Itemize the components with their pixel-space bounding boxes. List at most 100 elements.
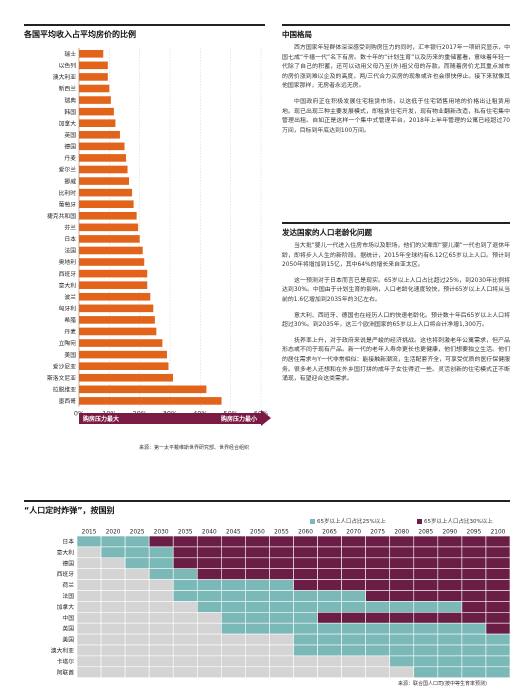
category-label: 韩国 <box>64 108 76 116</box>
timeline-cell <box>413 601 439 613</box>
timeline-cell <box>317 568 342 580</box>
bar <box>79 258 145 266</box>
timeline-cell <box>485 644 511 657</box>
year-label: 2045 <box>226 530 241 536</box>
timeline-cell <box>269 611 294 624</box>
bar <box>79 350 167 359</box>
bar-chart-source: 来源：第一太平戴维斯世界研究部、世界经合组织 <box>139 445 250 451</box>
bar <box>79 327 157 336</box>
timeline-cell <box>389 579 415 591</box>
timeline-cell <box>365 568 391 580</box>
category-label: 意大利 <box>59 281 77 289</box>
timeline-cell <box>148 568 174 580</box>
timeline-cell <box>293 644 318 657</box>
category-label: 希腊 <box>64 316 76 324</box>
timeline-cell <box>100 622 126 635</box>
article-title-rule-2 <box>282 222 510 224</box>
year-label: 2030 <box>154 530 169 536</box>
timeline-cell <box>389 622 415 635</box>
timeline-cell <box>293 655 318 668</box>
timeline-cell <box>148 666 174 678</box>
timeline-cell <box>196 633 222 646</box>
timeline-cell <box>485 535 511 548</box>
timeline-cell <box>293 546 318 559</box>
timeline-cell <box>148 633 174 646</box>
category-label: 英国 <box>64 131 76 139</box>
year-label: 2040 <box>202 530 217 536</box>
timeline-cell <box>124 568 150 580</box>
timeline-cell <box>269 568 294 580</box>
timeline-cell <box>245 644 270 657</box>
category-label: 挪威 <box>64 177 76 185</box>
timeline-cell <box>365 601 391 613</box>
timeline-cell <box>76 655 102 668</box>
timeline-cell <box>485 590 511 602</box>
article-heading-aging: 发达国家的人口老龄化问题 <box>282 228 372 237</box>
timeline-cell <box>389 557 415 569</box>
bar <box>79 235 140 243</box>
category-label: 美国 <box>64 351 76 359</box>
timeline-cell <box>461 579 487 591</box>
legend-swatch-25 <box>310 518 315 524</box>
timeline-cell <box>293 601 318 613</box>
timeline-cell <box>76 590 102 602</box>
year-label: 2050 <box>250 530 265 536</box>
timeline-cell <box>124 666 150 678</box>
year-label: 2085 <box>418 530 433 536</box>
article-title-rule-1 <box>282 24 510 26</box>
timeline-legend-25: 65岁以上人口占比25%以上 <box>310 517 386 525</box>
category-label: 瑞典 <box>64 96 76 104</box>
timeline-cell <box>365 546 391 559</box>
timeline-cell <box>461 666 487 678</box>
timeline-cell <box>221 611 246 624</box>
timeline-cell <box>389 535 415 548</box>
timeline-cell <box>148 590 174 602</box>
timeline-cell <box>245 568 270 580</box>
year-label: 2060 <box>298 530 313 536</box>
year-label: 2080 <box>394 530 409 536</box>
bar <box>79 96 111 104</box>
timeline-cell <box>365 535 391 548</box>
category-label: 新西兰 <box>59 85 77 93</box>
timeline-cell <box>365 666 391 678</box>
bar <box>79 269 148 278</box>
country-label: 法国 <box>62 592 74 600</box>
timeline-cell <box>317 601 342 613</box>
timeline-cell <box>148 579 174 591</box>
timeline-cell <box>461 655 487 668</box>
timeline-cell <box>461 568 487 580</box>
timeline-cell <box>437 633 463 646</box>
timeline-cell <box>389 611 415 624</box>
timeline-cell <box>196 666 222 678</box>
timeline-cell <box>293 568 318 580</box>
timeline-cell <box>341 579 366 591</box>
timeline-cell <box>365 622 391 635</box>
timeline-cell <box>245 611 270 624</box>
timeline-cell <box>293 579 318 591</box>
timeline-cell <box>221 666 246 678</box>
timeline-cell <box>196 601 222 613</box>
timeline-cell <box>437 611 463 624</box>
timeline-cell <box>389 568 415 580</box>
timeline-cell <box>365 579 391 591</box>
timeline-cell <box>341 546 366 559</box>
timeline-cell <box>485 579 511 591</box>
timeline-cell <box>389 546 415 559</box>
timeline-cell <box>413 557 439 569</box>
bar <box>79 61 108 70</box>
category-label: 丹麦 <box>64 328 76 336</box>
timeline-cell <box>437 568 463 580</box>
timeline-cell <box>341 611 366 624</box>
timeline-cell <box>269 655 294 668</box>
category-label: 波兰 <box>64 293 76 301</box>
legend-label-30: 65岁以上人口占比30%以上 <box>424 519 493 525</box>
timeline-cell <box>196 590 222 602</box>
timeline-cell <box>413 579 439 591</box>
timeline-cell <box>389 666 415 678</box>
category-label: 芬兰 <box>64 224 76 232</box>
timeline-cell <box>317 590 342 602</box>
timeline-cell <box>317 546 342 559</box>
category-label: 斯洛文尼亚 <box>47 374 76 382</box>
timeline-cell <box>317 579 342 591</box>
